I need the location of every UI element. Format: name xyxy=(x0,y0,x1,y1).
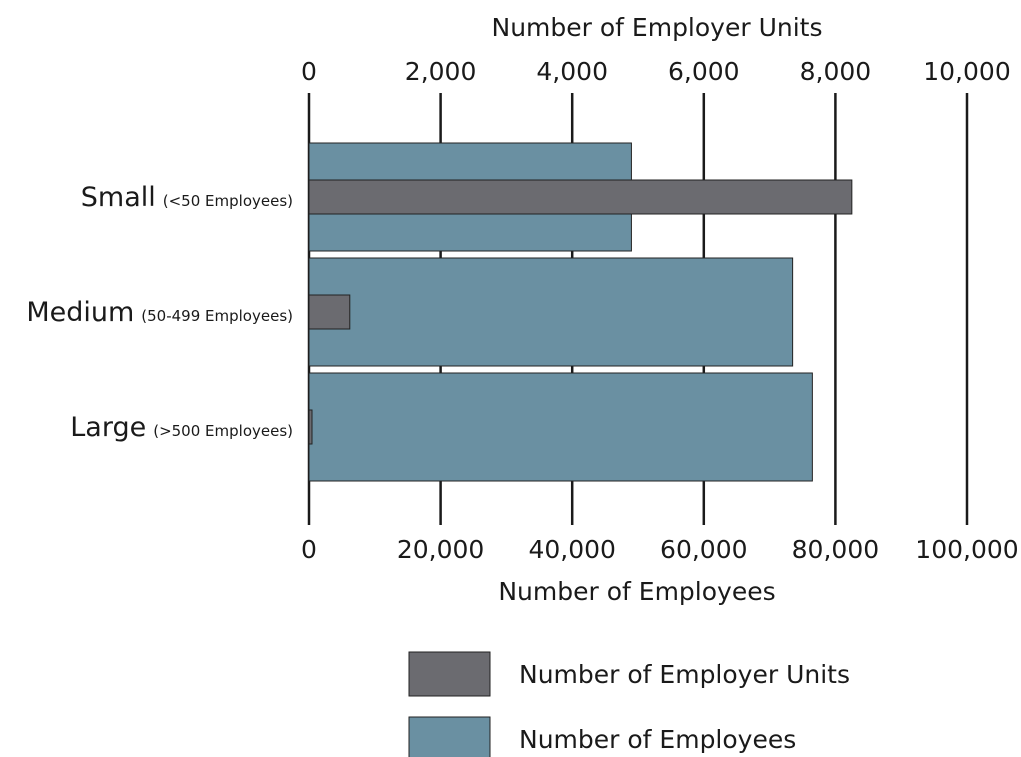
top-tick-label: 4,000 xyxy=(536,57,608,86)
top-tick-label: 0 xyxy=(301,57,317,86)
category-labels: Small (<50 Employees) Medium (50-499 Employ… xyxy=(26,182,293,443)
top-axis-ticks: 0 2,000 4,000 6,000 8,000 10,000 xyxy=(301,57,1011,86)
employer-units-bar xyxy=(308,409,313,445)
legend-label: Number of Employer Units xyxy=(519,660,850,689)
employees-bar xyxy=(308,372,813,482)
employer-units-bar xyxy=(308,179,853,215)
bottom-tick-label: 40,000 xyxy=(528,535,615,564)
legend-swatch xyxy=(408,651,491,697)
employees-bar xyxy=(308,257,794,367)
bottom-tick-label: 60,000 xyxy=(660,535,747,564)
bottom-tick-label: 80,000 xyxy=(792,535,879,564)
legend: Number of Employer Units Number of Employ… xyxy=(408,651,850,757)
category-label: Small (<50 Employees) xyxy=(81,182,293,213)
category-label: Large (>500 Employees) xyxy=(70,412,293,443)
bottom-tick-label: 100,000 xyxy=(915,535,1018,564)
top-tick-label: 2,000 xyxy=(405,57,477,86)
legend-label: Number of Employees xyxy=(519,725,796,754)
bottom-tick-label: 0 xyxy=(301,535,317,564)
employer-units-bar xyxy=(308,294,351,330)
bottom-tick-label: 20,000 xyxy=(397,535,484,564)
top-tick-label: 10,000 xyxy=(923,57,1010,86)
bottom-axis-ticks: 0 20,000 40,000 60,000 80,000 100,000 xyxy=(301,535,1019,564)
top-axis-title: Number of Employer Units xyxy=(492,13,823,42)
legend-swatch xyxy=(408,716,491,757)
bars xyxy=(308,142,853,482)
top-tick-label: 6,000 xyxy=(668,57,740,86)
bottom-axis-title: Number of Employees xyxy=(498,577,775,606)
category-label: Medium (50-499 Employees) xyxy=(26,297,293,328)
top-tick-label: 8,000 xyxy=(800,57,872,86)
